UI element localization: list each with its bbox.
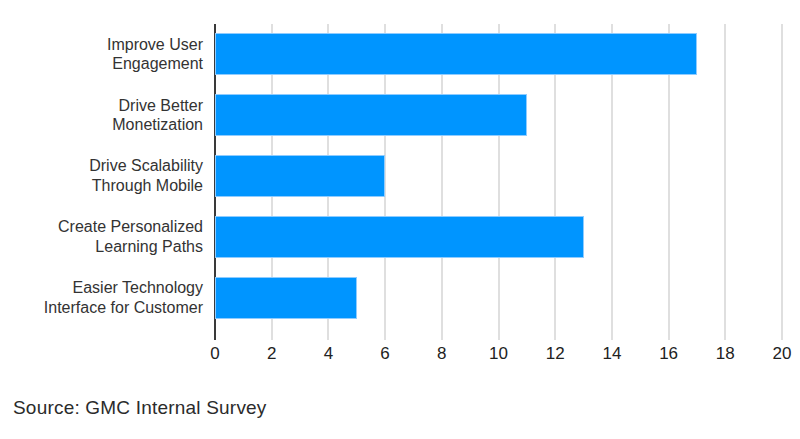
bar-row: [215, 146, 782, 207]
bar-row: [215, 85, 782, 146]
category-labels: Improve User Engagement Drive Better Mone…: [0, 24, 203, 328]
x-tick-label: 8: [437, 344, 446, 364]
category-label: Drive Better Monetization: [112, 96, 203, 135]
bar-row: [215, 206, 782, 267]
x-tick-label: 18: [716, 344, 735, 364]
label-row: Easier Technology Interface for Customer: [0, 267, 203, 328]
category-label: Improve User Engagement: [107, 35, 203, 74]
bar: [215, 94, 527, 136]
x-tick-label: 0: [210, 344, 219, 364]
source-caption: Source: GMC Internal Survey: [13, 397, 267, 419]
x-tick-label: 4: [324, 344, 333, 364]
bars-layer: [215, 24, 782, 328]
label-row: Create Personalized Learning Paths: [0, 206, 203, 267]
category-label: Create Personalized Learning Paths: [58, 217, 203, 256]
x-tick-label: 14: [602, 344, 621, 364]
bar: [215, 155, 385, 197]
bar-row: [215, 24, 782, 85]
category-label: Drive Scalability Through Mobile: [89, 156, 203, 195]
x-tick-label: 12: [546, 344, 565, 364]
label-row: Improve User Engagement: [0, 24, 203, 85]
x-tick-label: 20: [773, 344, 792, 364]
label-row: Drive Scalability Through Mobile: [0, 146, 203, 207]
category-label: Easier Technology Interface for Customer: [44, 278, 203, 317]
bar-chart: Improve User Engagement Drive Better Mone…: [0, 0, 800, 439]
x-tick-label: 10: [489, 344, 508, 364]
bar: [215, 33, 697, 75]
x-axis-tick-labels: 02468101214161820: [215, 344, 782, 364]
x-tick-label: 6: [380, 344, 389, 364]
bar: [215, 216, 584, 258]
bar-row: [215, 267, 782, 328]
label-row: Drive Better Monetization: [0, 85, 203, 146]
bar: [215, 277, 357, 319]
x-tick-label: 2: [267, 344, 276, 364]
x-tick-label: 16: [659, 344, 678, 364]
